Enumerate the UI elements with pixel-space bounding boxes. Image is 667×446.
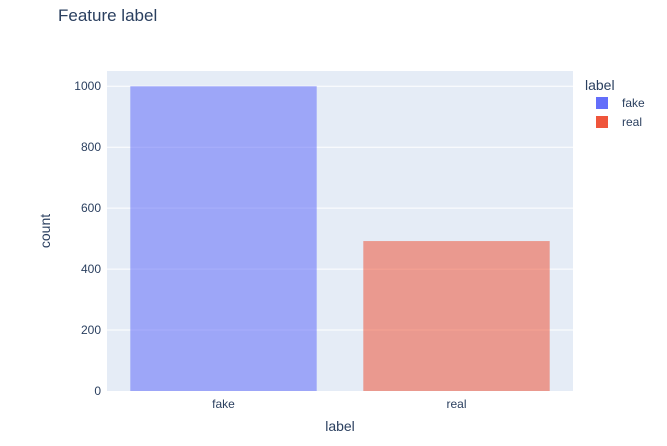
x-tick-label: fake	[212, 397, 235, 411]
chart-title: Feature label	[58, 6, 157, 25]
y-axis-ticks: 0 200 400 600 800 1000	[74, 79, 101, 398]
x-tick-label: real	[446, 397, 466, 411]
y-tick-label: 200	[81, 323, 101, 337]
x-axis-ticks: fake real	[212, 397, 466, 411]
legend-label-fake[interactable]: fake	[622, 96, 645, 110]
y-tick-label: 400	[81, 262, 101, 276]
bars	[130, 86, 550, 391]
y-tick-label: 1000	[74, 79, 101, 93]
legend-title: label	[585, 77, 615, 93]
bar-real[interactable]	[363, 241, 550, 391]
x-axis-title: label	[325, 418, 355, 434]
y-tick-label: 600	[81, 201, 101, 215]
legend-swatch-real[interactable]	[596, 116, 608, 128]
legend: label fake real	[585, 77, 645, 129]
bar-fake[interactable]	[130, 86, 317, 391]
y-tick-label: 0	[94, 384, 101, 398]
y-axis-title: count	[37, 214, 53, 248]
legend-swatch-fake[interactable]	[596, 97, 608, 109]
y-tick-label: 800	[81, 140, 101, 154]
legend-label-real[interactable]: real	[622, 115, 642, 129]
